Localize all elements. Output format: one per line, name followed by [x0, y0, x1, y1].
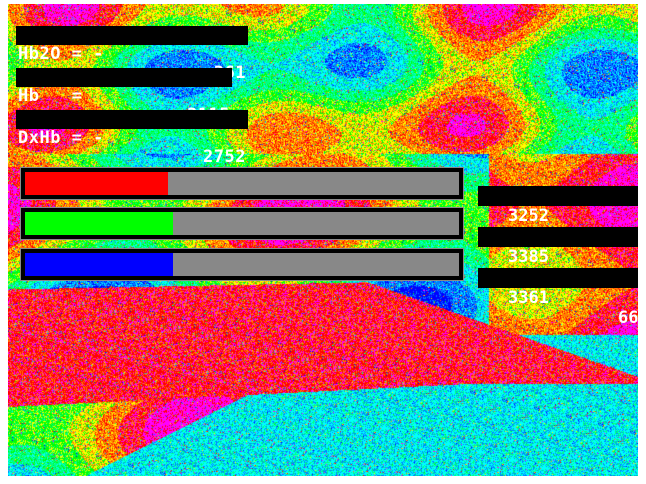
blue-channel-secondary-value: 66 — [618, 308, 638, 328]
green-channel-level-bar — [20, 207, 464, 240]
red-bar-fill — [25, 172, 169, 195]
dxhb-value: 2752 — [203, 147, 246, 167]
blue-channel-level-bar — [20, 248, 464, 281]
red-channel-level-bar — [20, 167, 464, 200]
hb2o-label: Hb2O = - — [18, 44, 104, 64]
green-channel-value: 3385 — [508, 247, 549, 267]
thermal-camera-view: Hb2O = - 361 Hb = 3115 DxHb = - 2752 — [8, 4, 638, 476]
hb-readout: Hb = 3115 — [16, 68, 232, 125]
blue-channel-value: 3361 — [508, 288, 549, 308]
hb2o-readout: Hb2O = - 361 — [16, 26, 248, 83]
green-channel-readout: 3385 66 — [478, 227, 638, 287]
red-bar-track — [25, 172, 459, 195]
red-channel-readout: 3252 67 — [478, 186, 638, 246]
blue-bar-fill — [25, 253, 173, 276]
blue-channel-readout: 3361 66 — [478, 268, 638, 328]
green-bar-track — [25, 212, 459, 235]
dxhb-readout: DxHb = - 2752 — [16, 110, 248, 167]
hb-label: Hb = — [18, 86, 83, 106]
dxhb-label: DxHb = - — [18, 128, 104, 148]
blue-bar-track — [25, 253, 459, 276]
red-channel-value: 3252 — [508, 206, 549, 226]
green-bar-fill — [25, 212, 173, 235]
